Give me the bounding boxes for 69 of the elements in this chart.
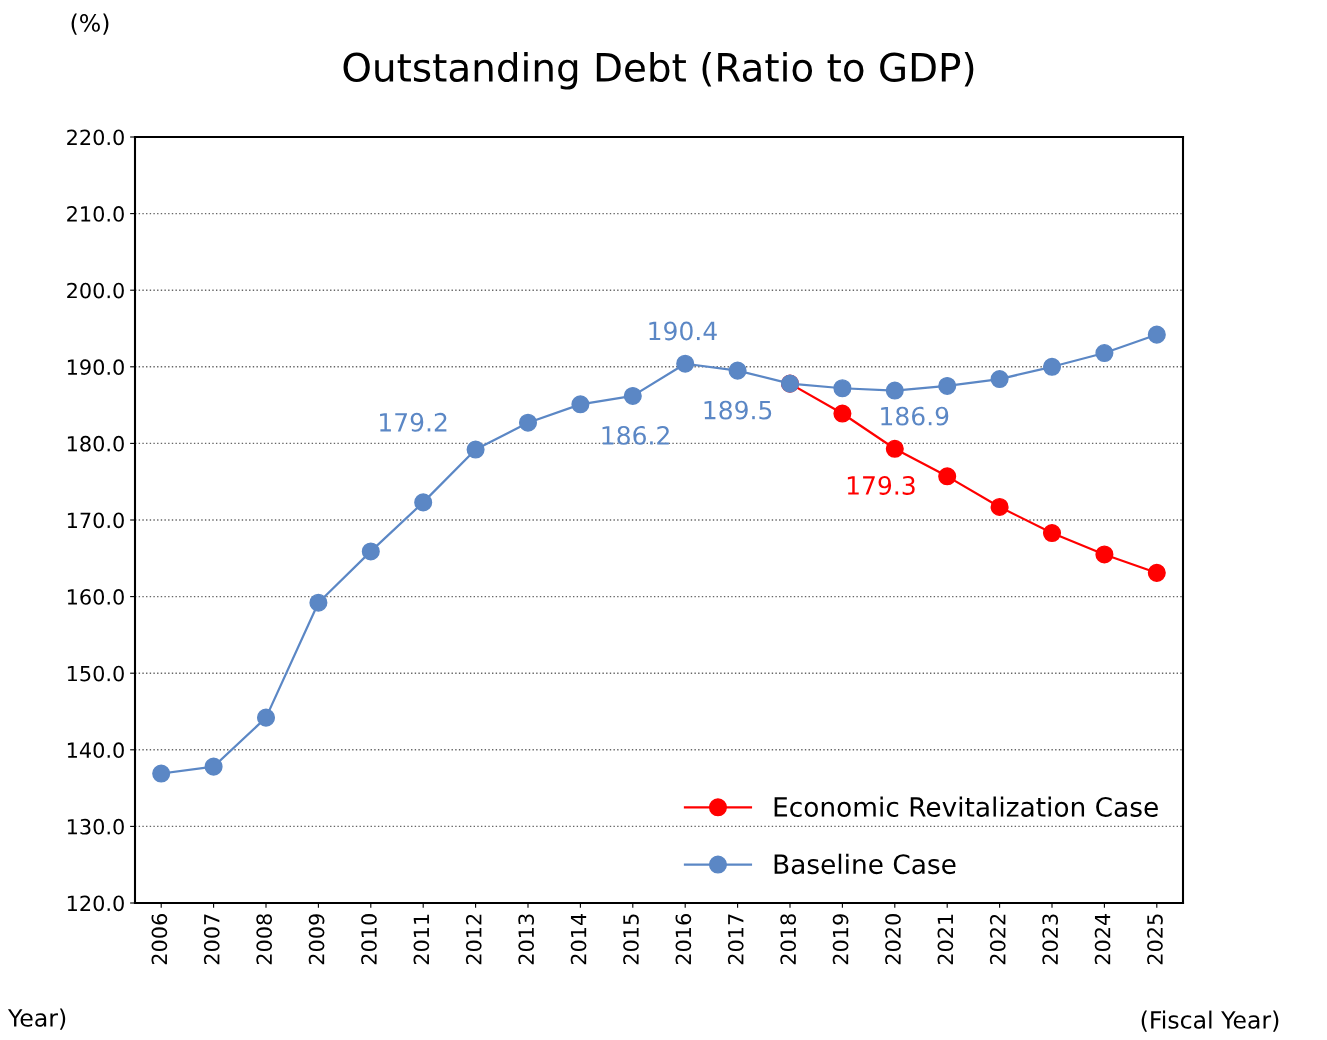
- point: [1042, 357, 1062, 376]
- point: [1147, 563, 1166, 582]
- data-label: 179.3: [847, 475, 915, 495]
- x-tick-label: 2010: [361, 914, 377, 965]
- y-tick-label: 160.0: [67, 589, 124, 605]
- point: [466, 440, 485, 459]
- data-label: 186.9: [881, 406, 949, 426]
- data-label: 189.5: [704, 400, 772, 420]
- point: [256, 708, 276, 727]
- x-tick-label: 2025: [1147, 914, 1163, 965]
- point: [990, 370, 1009, 389]
- point: [728, 361, 747, 380]
- point: [990, 497, 1009, 517]
- x-tick-label: 2011: [413, 914, 430, 965]
- point: [623, 386, 642, 405]
- x-tick-label: 2007: [203, 914, 220, 965]
- y-tick-label: 170.0: [67, 512, 124, 529]
- point: [938, 467, 957, 486]
- x-tick-label: 2021: [937, 914, 954, 965]
- x-tick-label: 2023: [1042, 914, 1059, 965]
- point: [885, 439, 904, 458]
- point: [361, 542, 380, 561]
- x-tick-label: 2017: [727, 914, 744, 965]
- point: [1095, 545, 1114, 564]
- point: [1147, 325, 1166, 344]
- legend-label: Economic Revitalization Case: [774, 796, 1158, 817]
- chart-title: Outstanding Debt (Ratio to GDP): [343, 51, 974, 90]
- y-tick-label: 210.0: [67, 206, 124, 222]
- point: [938, 376, 957, 395]
- point: [152, 764, 171, 783]
- x-axis-title: (Fiscal Year): [1141, 1010, 1279, 1032]
- point: [518, 413, 538, 432]
- data-label: 186.2: [602, 425, 669, 445]
- y-tick-label: 150.0: [67, 665, 124, 682]
- point: [833, 404, 852, 423]
- x-tick-label: 2006: [151, 914, 168, 965]
- point: [833, 379, 852, 398]
- y-tick-label: 130.0: [67, 818, 124, 835]
- y-tick-label: 220.0: [67, 129, 124, 146]
- x-tick-label: 2009: [308, 914, 325, 965]
- point: [571, 395, 590, 414]
- x-tick-label: 2016: [675, 914, 692, 965]
- point: [676, 354, 695, 373]
- x-tick-label: 2019: [832, 914, 849, 965]
- y-tick-label: 190.0: [67, 359, 124, 376]
- point: [414, 493, 433, 512]
- point: [204, 757, 223, 776]
- x-tick-label: 2014: [570, 913, 587, 965]
- x-tick-label: 2020: [885, 914, 901, 965]
- point: [885, 381, 904, 400]
- x-tick-label: 2013: [518, 914, 535, 965]
- x-tick-label: 2024: [1094, 913, 1111, 965]
- x-tick-label: 2022: [989, 914, 1006, 965]
- y-tick-label: 180.0: [67, 435, 124, 452]
- point: [1042, 523, 1062, 543]
- x-tick-label: 2015: [623, 914, 639, 965]
- text: Year): [7, 1008, 66, 1030]
- data-label: 179.2: [380, 412, 447, 432]
- x-tick-label: 2012: [465, 914, 482, 965]
- data-label: 190.4: [649, 321, 717, 341]
- y-tick-label: 200.0: [67, 282, 124, 299]
- y-axis-title: (%): [71, 13, 109, 35]
- legend-label: Baseline Case: [774, 853, 956, 875]
- x-tick-label: 2008: [256, 914, 273, 965]
- y-tick-label: 140.0: [67, 742, 124, 759]
- y-tick-label: 120.0: [67, 895, 124, 912]
- point: [309, 593, 328, 612]
- point: [1095, 343, 1114, 363]
- x-tick-label: 2018: [780, 914, 797, 965]
